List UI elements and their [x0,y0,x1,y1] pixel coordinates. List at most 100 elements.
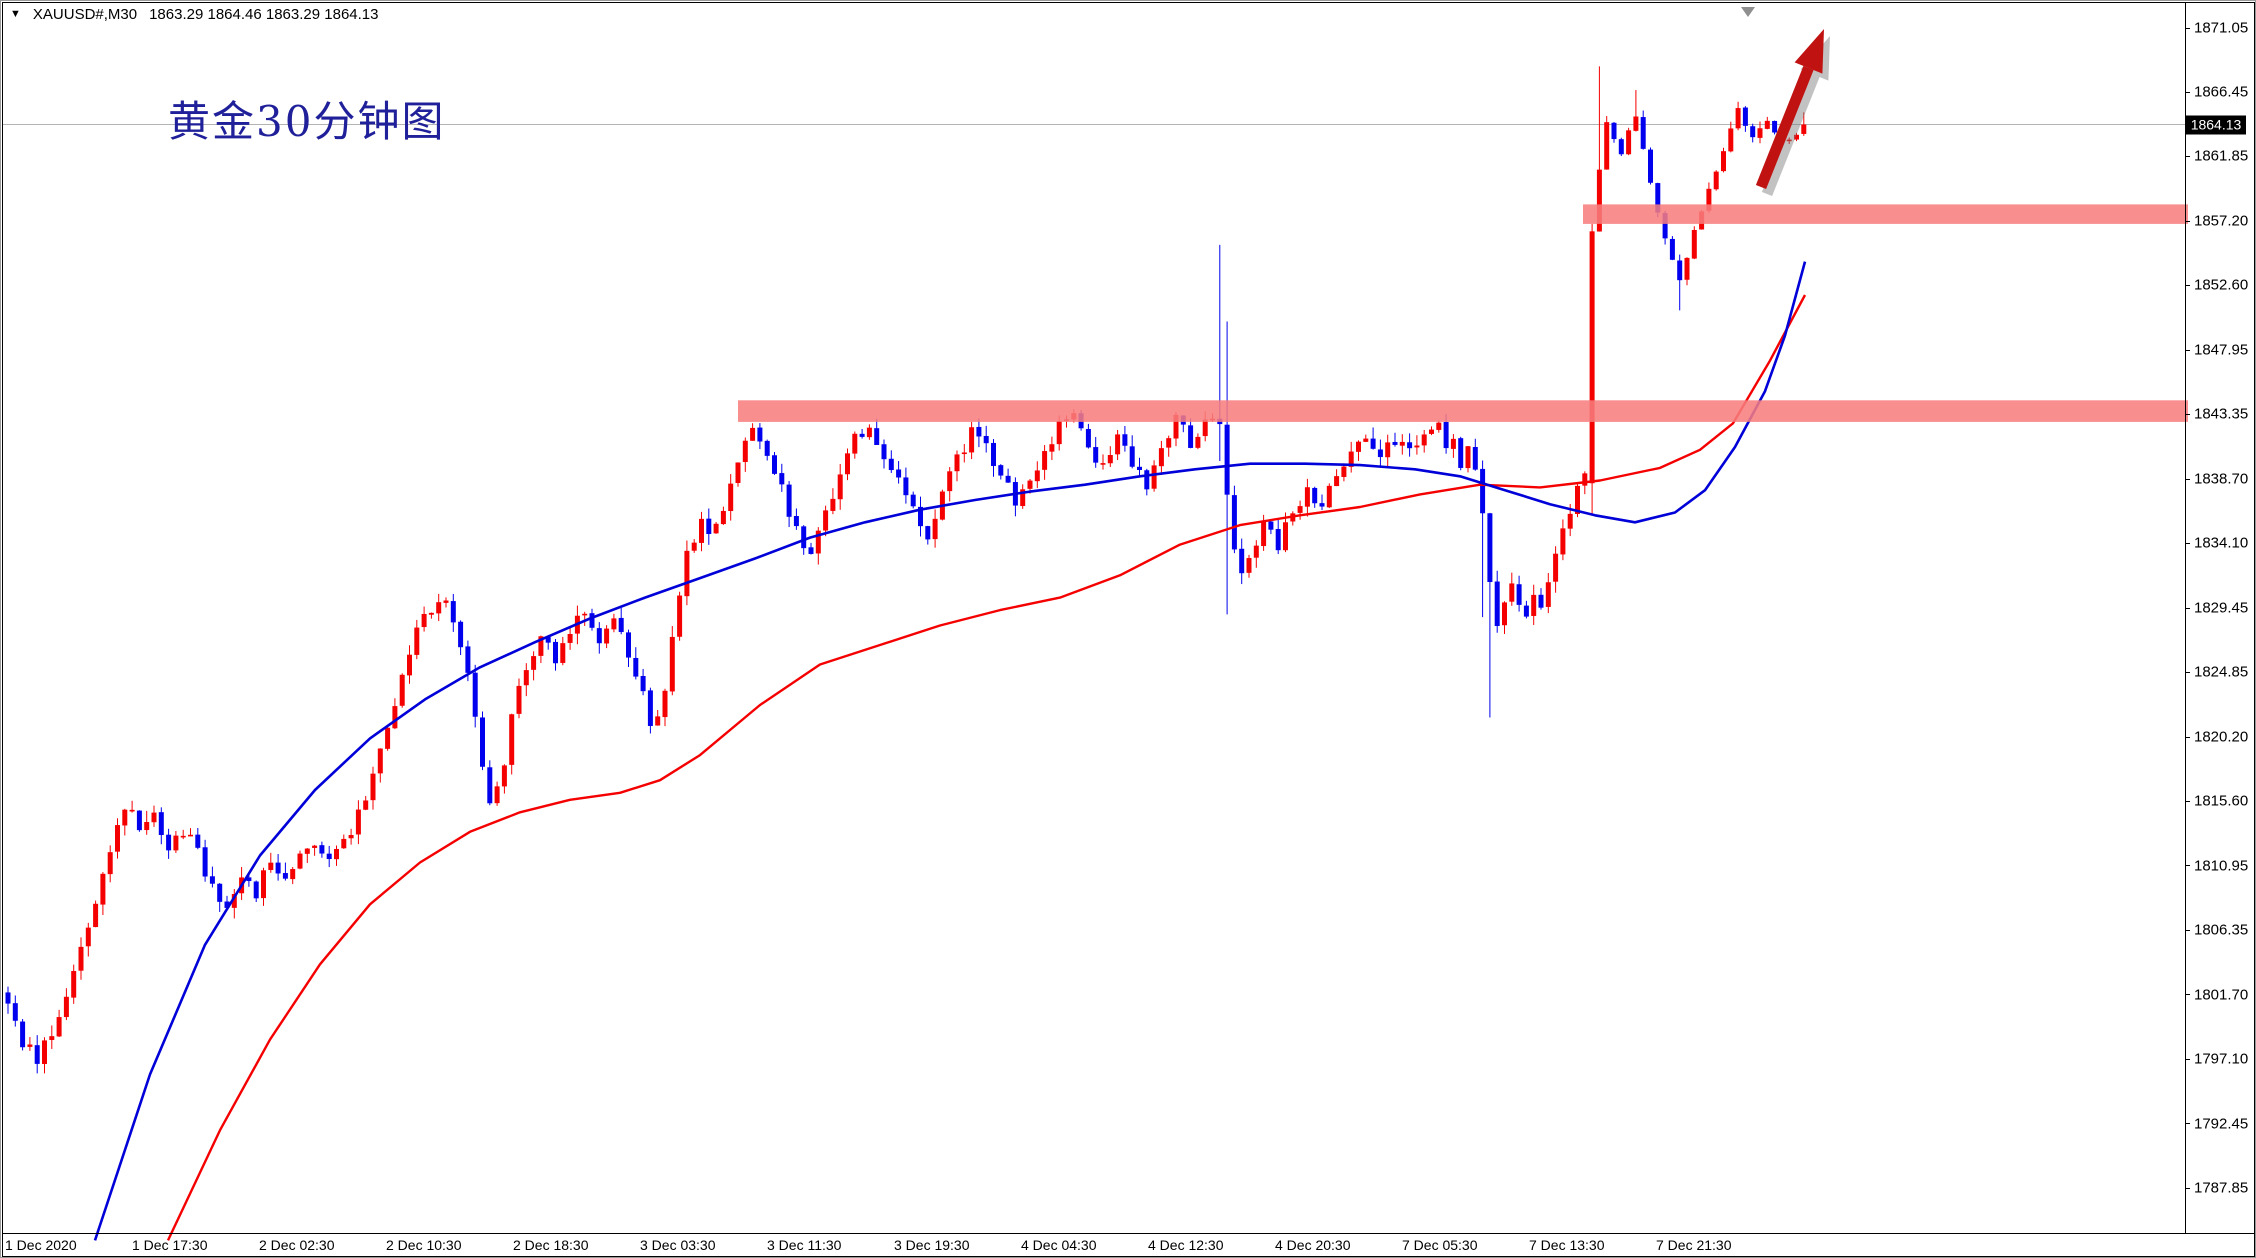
candle-body [341,838,347,849]
candle-body [1648,149,1653,183]
candle-body [1326,485,1332,508]
candle-body [12,1003,18,1021]
candle-body [151,812,157,823]
time-axis-label: 7 Dec 05:30 [1402,1237,1478,1253]
candle-body [1662,213,1668,239]
candle-body [560,643,566,663]
candle-body [297,853,303,869]
price-axis-tick [2185,220,2190,222]
trend-arrow[interactable] [1755,29,1830,196]
candle-body [319,845,325,854]
candle-body [1085,428,1091,448]
chart-shift-marker-icon[interactable] [1741,7,1755,17]
candle-body [355,809,361,835]
candle-body [582,613,588,616]
price-axis-tick [2185,994,2190,996]
price-axis-tick [2185,1123,2190,1125]
candle-body [1246,558,1252,573]
price-axis-label: 1792.45 [2194,1115,2249,1133]
candle-body [808,547,814,554]
candle-body [180,835,186,838]
candle-body [1502,602,1507,626]
candle-body [1706,188,1712,211]
price-axis-tick [2185,800,2190,802]
price-axis-label: 1866.45 [2194,83,2249,101]
time-axis-label: 3 Dec 19:30 [894,1237,970,1253]
candle-body [1392,441,1398,445]
price-axis-tick [2185,607,2190,609]
candle-body [677,595,683,637]
candles-layer [5,66,1807,1074]
resistance-band[interactable] [1583,204,2188,224]
symbol-dropdown-icon[interactable]: ▼ [10,8,21,20]
candle-body [691,542,697,551]
candle-body [450,601,456,623]
price-axis-tick [2185,542,2190,544]
candle-body [173,835,179,851]
candle-body [1202,419,1208,437]
candle-body [779,473,785,485]
candle-body [370,773,376,801]
candle-body [1173,414,1179,439]
candle-body [786,484,792,517]
candle-body [166,834,172,851]
candle-body [1195,436,1201,448]
candle-body [1691,230,1697,259]
candle-body [122,809,128,826]
ma-fast-blue-line [93,261,1807,1241]
candle-body [523,670,529,686]
candle-body [626,632,631,658]
candle-body [480,717,485,767]
candle-body [1772,120,1778,133]
candle-body [713,523,719,534]
candle-body [823,510,829,531]
time-axis-separator [2,1233,2254,1234]
candle-body [531,656,537,670]
resistance-band[interactable] [738,400,2188,422]
candle-body [1443,422,1449,449]
candle-body [1188,425,1194,448]
candle-body [1713,171,1719,190]
candle-body [1538,594,1544,608]
price-axis-label: 1801.70 [2194,986,2249,1004]
candle-body [961,452,967,455]
candle-body [1450,438,1456,449]
candle-body [231,894,237,908]
candle-body [1757,128,1763,138]
candle-body [63,996,69,1018]
candle-body [837,474,843,500]
candle-body [1049,444,1055,452]
candle-body [545,637,551,643]
price-axis-tick [2185,349,2190,351]
candle-body [27,1044,33,1047]
candle-body [684,550,690,597]
candle-body [699,518,704,543]
time-axis-label: 2 Dec 10:30 [386,1237,462,1253]
candle-body [1786,139,1792,142]
candle-body [1728,128,1734,152]
candle-body [925,526,931,540]
candle-body [830,498,836,511]
symbol-timeframe-label: XAUUSD#,M30 [32,6,138,23]
candle-body [1020,489,1026,507]
candle-body [1042,451,1048,470]
candle-body [1253,545,1259,558]
candle-body [1319,503,1325,507]
candle-body [1122,434,1128,446]
candle-body [1436,422,1442,430]
candle-body [107,852,113,875]
candle-body [859,433,865,437]
time-axis-label: 3 Dec 11:30 [767,1237,842,1253]
ma-slow-red-line [166,294,1807,1241]
candle-body [1684,257,1690,280]
symbol-info-bar: ▼ XAUUSD#,M30 1863.29 1864.46 1863.29 18… [10,6,378,23]
candle-body [1414,445,1420,448]
price-axis-tick [2185,736,2190,738]
candle-body [1231,495,1237,550]
candle-body [42,1040,47,1064]
candle-body [1005,475,1011,483]
time-axis-label: 1 Dec 2020 [5,1237,77,1253]
candle-body [604,628,610,644]
candle-body [1611,122,1617,140]
